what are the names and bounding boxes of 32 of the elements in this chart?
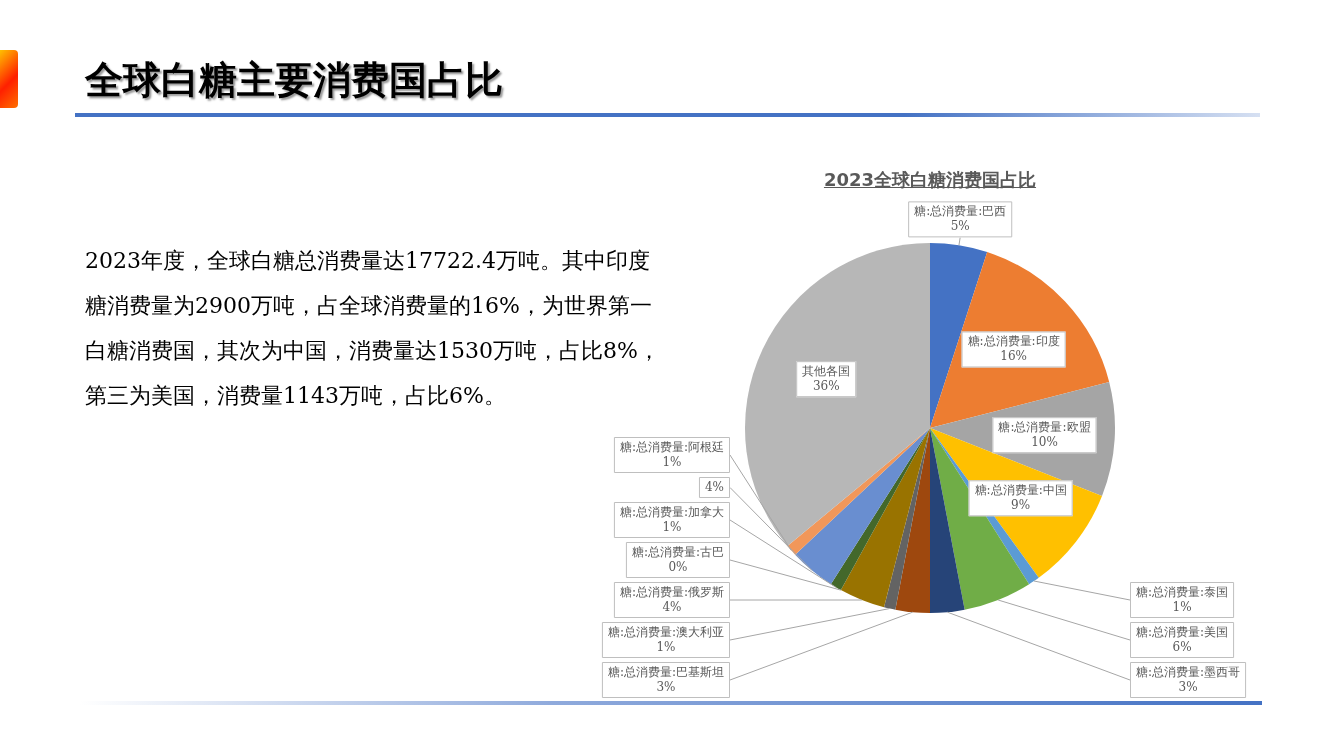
text: 2023年度，全球白糖总消费量达17722.4万吨。其中印度糖消费量为2900万吨，占全球消费量的16%，为世界第一白糖消费国，其次为中国，消费量达1530万吨，占比8%，第三为美国，消费量1143万吨，占比6%。: [85, 247, 661, 410]
data-label: 5%: [950, 219, 970, 233]
data-label: 1%: [1172, 599, 1192, 614]
slice-label: 糖:总消费量:印度: [967, 334, 1060, 349]
slice-label: 糖:总消费量:加拿大: [619, 504, 724, 519]
slice-label: 糖:总消费量:澳大利亚: [607, 624, 724, 639]
text: 0%: [668, 559, 688, 574]
category-label: 糖:总消费量:古巴: [631, 544, 724, 559]
chart-subtitle: 2023全球白糖消费国占比: [822, 168, 1038, 192]
slice-label: 其他各国: [802, 363, 851, 378]
data-label: 3%: [1178, 679, 1198, 694]
data-label: 16%: [1000, 349, 1027, 364]
data-label: 36%: [812, 378, 840, 393]
slice-label: 糖:总消费量:墨西哥: [1136, 664, 1241, 679]
data-label: 10%: [1031, 434, 1058, 449]
slice-label: 糖:总消费量:中国: [974, 482, 1067, 497]
slice-label: 糖:总消费量:巴西: [914, 204, 1007, 218]
data-label: 1%: [662, 454, 682, 469]
data-label: 9%: [1011, 497, 1031, 512]
slice-label: 糖:总消费量:巴基斯坦: [607, 664, 724, 679]
text: 全球白糖主要消费国占比: [85, 57, 503, 104]
slice-label: 糖:总消费量:阿根廷: [619, 439, 724, 454]
data-label: 3%: [656, 679, 676, 694]
data-label: 4%: [662, 599, 682, 614]
slice-label: 糖:总消费量:美国: [1136, 624, 1229, 639]
slice-label: 糖:总消费量:欧盟: [998, 419, 1091, 434]
slice-label: 糖:总消费量:泰国: [1136, 584, 1229, 599]
data-label: 6%: [1172, 639, 1192, 654]
data-label: 1%: [656, 639, 676, 654]
slice-label: 糖:总消费量:俄罗斯: [619, 584, 724, 599]
data-label: 1%: [662, 519, 682, 534]
data-label: 4%: [704, 479, 724, 494]
